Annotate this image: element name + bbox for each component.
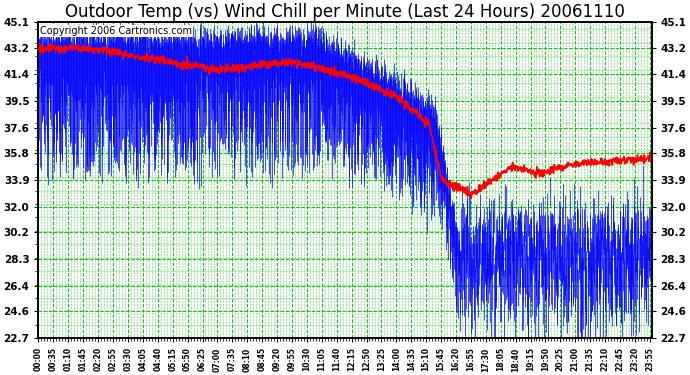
Text: Copyright 2006 Cartronics.com: Copyright 2006 Cartronics.com [40,26,192,36]
Title: Outdoor Temp (vs) Wind Chill per Minute (Last 24 Hours) 20061110: Outdoor Temp (vs) Wind Chill per Minute … [65,3,625,21]
